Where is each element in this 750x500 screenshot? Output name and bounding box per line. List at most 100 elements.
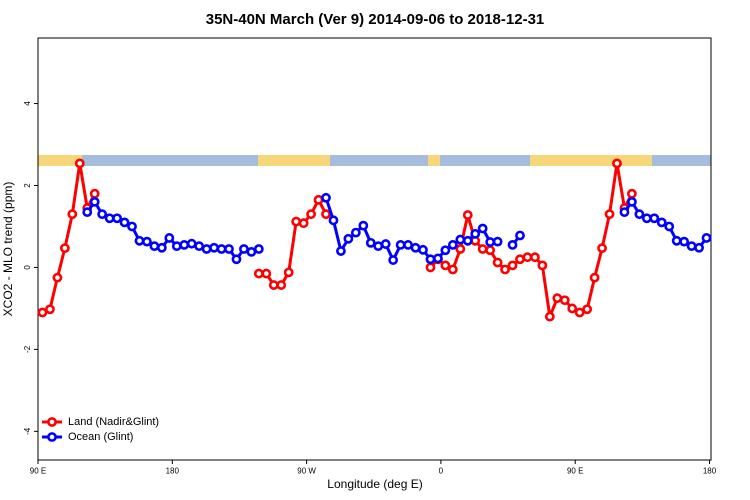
data-point xyxy=(656,217,667,228)
data-point xyxy=(507,240,518,250)
data-point xyxy=(701,233,712,243)
data-point xyxy=(627,196,637,207)
data-point xyxy=(142,236,152,247)
data-point xyxy=(268,280,279,290)
data-point xyxy=(231,254,242,265)
data-point xyxy=(530,252,540,263)
data-point xyxy=(380,239,391,249)
data-point xyxy=(313,194,324,205)
data-point xyxy=(67,209,78,220)
plot-frame xyxy=(37,37,712,461)
y-tick-label: -4 xyxy=(23,427,32,435)
data-point xyxy=(597,243,607,254)
data-point xyxy=(134,235,145,246)
data-point xyxy=(686,241,697,252)
data-point xyxy=(89,196,100,207)
data-point xyxy=(37,307,48,318)
data-point xyxy=(112,213,122,224)
data-point xyxy=(425,254,436,265)
data-point xyxy=(403,240,413,250)
data-point xyxy=(97,209,108,220)
data-point xyxy=(358,220,369,231)
data-point xyxy=(679,236,690,247)
data-point xyxy=(164,233,175,243)
land-ocean-strip xyxy=(38,155,711,166)
data-point xyxy=(156,242,167,253)
x-axis-label: Longitude (deg E) xyxy=(327,477,422,491)
data-point xyxy=(589,272,600,283)
data-point xyxy=(186,238,197,249)
y-tick-label: -2 xyxy=(23,345,32,353)
x-tick-label: 90 E xyxy=(567,467,583,476)
y-axis-label: XCO2 - MLO trend (ppm) xyxy=(1,182,15,317)
land-strip xyxy=(258,155,330,166)
data-point xyxy=(425,262,436,273)
series-line xyxy=(86,197,708,262)
data-point xyxy=(470,228,481,239)
data-point xyxy=(462,210,473,220)
data-point xyxy=(194,241,205,252)
data-point xyxy=(522,252,533,263)
data-point xyxy=(59,243,70,254)
data-point xyxy=(634,209,645,220)
ocean-strip xyxy=(38,155,711,166)
data-point xyxy=(567,303,578,314)
data-point xyxy=(149,241,160,252)
data-point xyxy=(291,216,302,227)
data-point xyxy=(328,215,339,226)
data-point xyxy=(447,240,458,250)
legend-label: Land (Nadir&Glint) xyxy=(68,416,159,428)
y-tick-label: 0 xyxy=(23,265,32,270)
data-point xyxy=(515,254,525,265)
legend-marker xyxy=(47,432,57,442)
data-point xyxy=(477,244,488,254)
data-point xyxy=(447,264,458,275)
data-point xyxy=(664,221,675,232)
data-point xyxy=(321,192,331,203)
y-tick-label: 2 xyxy=(23,183,32,188)
data-point xyxy=(373,241,384,252)
legend-marker xyxy=(47,417,57,427)
data-point xyxy=(52,272,63,283)
data-point xyxy=(179,240,190,250)
land-strip xyxy=(530,155,652,166)
data-point xyxy=(515,230,525,241)
data-point xyxy=(462,235,473,246)
data-point xyxy=(485,245,496,256)
data-point xyxy=(104,213,115,224)
data-point xyxy=(477,223,488,234)
data-point xyxy=(485,237,496,247)
data-point xyxy=(544,311,555,322)
data-point xyxy=(694,242,704,253)
data-point xyxy=(671,235,682,246)
data-point xyxy=(246,246,257,257)
data-point xyxy=(253,268,264,279)
data-point xyxy=(209,242,219,253)
data-point xyxy=(440,245,451,256)
y-tick-label: 4 xyxy=(23,101,32,106)
data-point xyxy=(261,268,272,279)
land-strip xyxy=(38,155,82,166)
legend: Land (Nadir&Glint) Ocean (Glint) xyxy=(42,416,159,443)
data-point xyxy=(119,217,130,228)
data-point xyxy=(649,213,660,224)
data-point xyxy=(612,158,622,169)
data-point xyxy=(395,240,406,250)
data-point xyxy=(343,233,354,244)
data-point xyxy=(440,260,451,271)
data-point xyxy=(253,244,264,254)
data-point xyxy=(627,188,637,199)
data-point xyxy=(45,304,55,315)
data-point xyxy=(604,209,615,220)
data-point xyxy=(201,244,212,254)
x-tick-label: 90 W xyxy=(297,467,316,476)
data-point xyxy=(492,257,503,268)
data-point xyxy=(239,244,249,254)
data-point xyxy=(216,244,227,254)
data-point xyxy=(410,242,421,253)
data-point xyxy=(455,244,466,254)
data-point xyxy=(582,304,593,315)
data-point xyxy=(321,209,331,220)
data-point xyxy=(559,295,570,306)
